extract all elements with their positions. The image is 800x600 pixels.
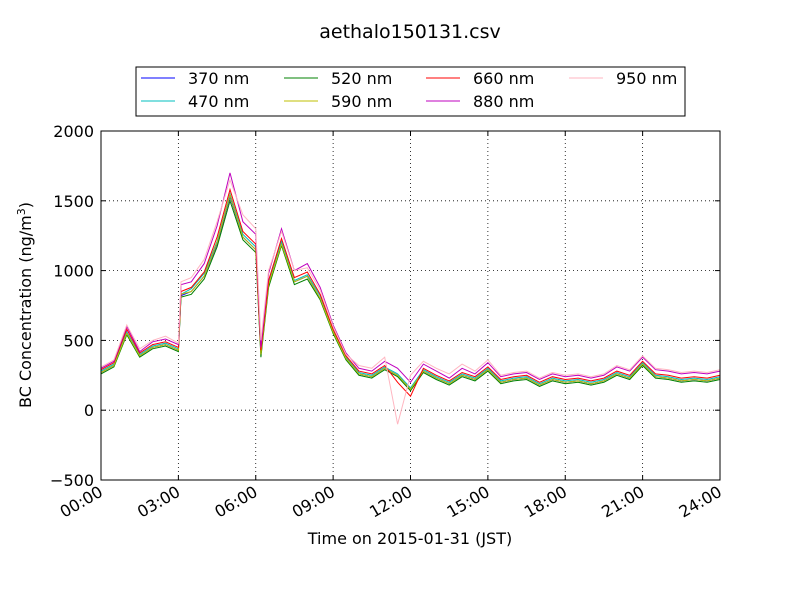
series-line-590-nm: [100, 193, 721, 391]
y-axis-label-sup: 3: [15, 208, 28, 215]
y-tick-label: −500: [50, 471, 94, 490]
x-tick-label: 15:00: [443, 482, 492, 522]
x-tick-label: 12:00: [366, 482, 415, 522]
y-axis-label-main: BC Concentration (ng/m: [16, 215, 35, 408]
series-line-470-nm: [100, 192, 721, 389]
legend: 370 nm 470 nm 520 nm 590 nm 660 nm 880 nm 950 …: [135, 66, 686, 117]
chart-title: aethalo150131.csv: [319, 21, 501, 43]
plot-background: [101, 131, 720, 480]
x-tick-label: 06:00: [211, 482, 260, 522]
legend-label: 520 nm: [331, 69, 392, 88]
x-tick-label: 24:00: [676, 482, 725, 522]
legend-frame: [135, 66, 686, 117]
y-axis-label: BC Concentration (ng/m3): [15, 202, 35, 408]
series-layer: [100, 172, 721, 425]
y-tick-label: 1000: [53, 262, 94, 281]
series-line-880-nm: [100, 172, 721, 384]
y-tick-label: 0: [84, 401, 94, 420]
series-line-660-nm: [100, 187, 721, 398]
y-axis-label-end: ): [16, 202, 35, 208]
x-axis-label: Time on 2015-01-31 (JST): [307, 529, 512, 548]
legend-label: 880 nm: [473, 92, 534, 111]
x-tick-label: 18:00: [521, 482, 570, 522]
legend-items: 370 nm 470 nm 520 nm 590 nm 660 nm 880 nm 950 …: [141, 69, 677, 111]
legend-label: 660 nm: [473, 69, 534, 88]
x-tick-label: 03:00: [134, 482, 183, 522]
y-tick-label: 1500: [53, 192, 94, 211]
legend-label: 950 nm: [616, 69, 677, 88]
y-tick-label: 500: [63, 331, 94, 350]
series-line-520-nm: [100, 199, 721, 392]
legend-label: 590 nm: [331, 92, 392, 111]
y-axis: 2000 1500 1000 500 0 −500: [50, 122, 720, 490]
x-tick-label: 21:00: [598, 482, 647, 522]
legend-label: 470 nm: [188, 92, 249, 111]
x-tick-label: 09:00: [289, 482, 338, 522]
series-line-950-nm: [100, 178, 721, 425]
y-tick-label: 2000: [53, 122, 94, 141]
legend-label: 370 nm: [188, 69, 249, 88]
